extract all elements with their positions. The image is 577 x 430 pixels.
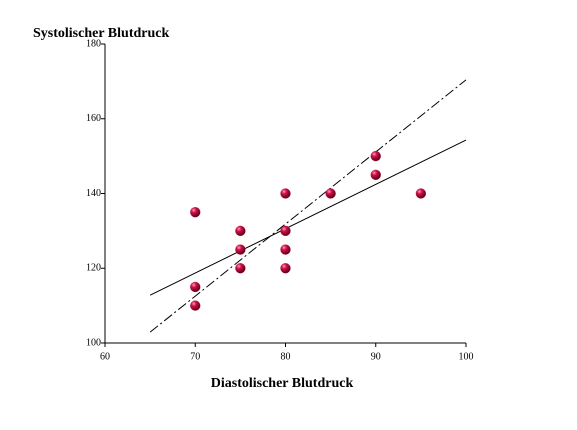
point — [235, 263, 246, 274]
point — [235, 244, 246, 255]
y-tick-label: 100 — [86, 337, 101, 348]
point — [370, 150, 381, 162]
x-tick-label: 60 — [100, 351, 110, 362]
point — [190, 281, 201, 293]
point — [190, 207, 201, 218]
point — [370, 169, 381, 180]
point — [415, 188, 427, 199]
point — [280, 225, 291, 237]
x-tick-label: 70 — [190, 351, 200, 362]
y-tick-label: 180 — [86, 38, 101, 49]
y-tick-label: 140 — [86, 188, 101, 199]
regression-line — [149, 79, 467, 333]
point — [235, 225, 246, 237]
x-axis-title: Diastolischer Blutdruck — [211, 376, 354, 391]
y-tick-label: 120 — [86, 263, 101, 274]
x-tick-label: 100 — [459, 351, 474, 362]
point — [280, 263, 291, 274]
point — [325, 188, 336, 199]
point — [280, 188, 291, 199]
point — [190, 300, 201, 311]
x-tick-label: 90 — [371, 351, 381, 362]
y-axis-title: Systolischer Blutdruck — [33, 26, 169, 41]
x-tick-label: 80 — [281, 351, 291, 362]
regression-line — [149, 139, 467, 296]
y-tick-label: 160 — [86, 113, 101, 124]
point — [280, 244, 291, 255]
